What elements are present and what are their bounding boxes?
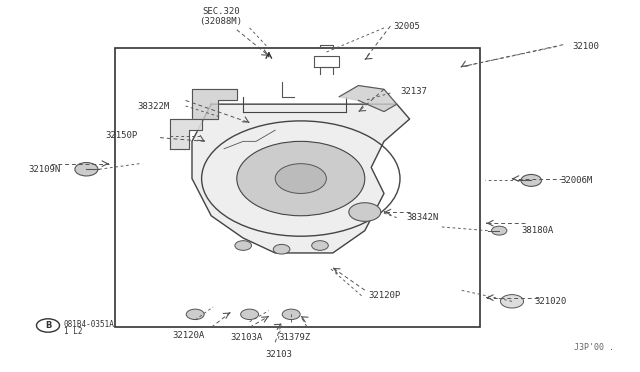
Circle shape [273, 244, 290, 254]
Text: 38322M: 38322M [138, 102, 170, 110]
Text: 32109N: 32109N [29, 165, 61, 174]
Polygon shape [170, 119, 202, 149]
Polygon shape [192, 104, 410, 253]
Text: 32120P: 32120P [368, 291, 400, 300]
Circle shape [237, 141, 365, 216]
Circle shape [312, 241, 328, 250]
Text: 32100: 32100 [573, 42, 600, 51]
Text: 32005: 32005 [394, 22, 420, 31]
Text: 32103: 32103 [265, 350, 292, 359]
Circle shape [241, 309, 259, 320]
Text: 31379Z: 31379Z [278, 333, 310, 342]
Circle shape [186, 309, 204, 320]
Text: 32150P: 32150P [106, 131, 138, 140]
Text: 32006M: 32006M [560, 176, 592, 185]
Text: 32120A: 32120A [173, 331, 205, 340]
Circle shape [282, 309, 300, 320]
Text: 38342N: 38342N [406, 213, 438, 222]
Text: J3P'00 .: J3P'00 . [575, 343, 614, 352]
Text: 32137: 32137 [400, 87, 427, 96]
Circle shape [235, 241, 252, 250]
Circle shape [521, 174, 541, 186]
Text: 321020: 321020 [534, 297, 566, 306]
Text: 38180A: 38180A [522, 226, 554, 235]
Polygon shape [192, 89, 237, 119]
Circle shape [275, 164, 326, 193]
Polygon shape [339, 86, 397, 112]
Text: B: B [45, 321, 51, 330]
Circle shape [75, 163, 98, 176]
Circle shape [492, 226, 507, 235]
Text: 1 L2: 1 L2 [64, 327, 83, 336]
Text: 081B4-0351A: 081B4-0351A [64, 320, 115, 329]
Bar [115, 48, 480, 327]
Text: 32103A: 32103A [230, 333, 262, 342]
Circle shape [500, 295, 524, 308]
Text: SEC.320
(32088M): SEC.320 (32088M) [199, 7, 243, 26]
Ellipse shape [349, 203, 381, 221]
